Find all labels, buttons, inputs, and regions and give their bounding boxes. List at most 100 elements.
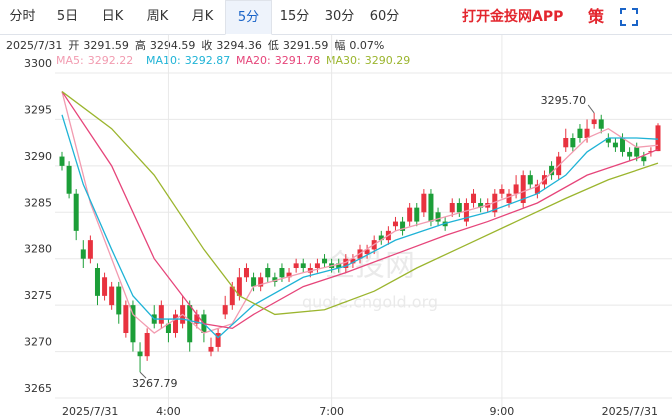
legend-name: MA30:: [326, 54, 361, 67]
candle-body: [229, 286, 235, 306]
tab[interactable]: 日K: [101, 9, 124, 24]
candle-body: [378, 235, 384, 241]
candle-body: [364, 249, 370, 255]
candle-body: [350, 258, 356, 264]
info-item: 3294.59: [150, 39, 196, 52]
legend-name: MA10:: [146, 54, 181, 67]
candle-body: [251, 277, 257, 287]
candle-body: [123, 305, 129, 333]
min-pointer: [139, 371, 147, 379]
legend-value: 3292.22: [88, 54, 134, 67]
candle-body: [336, 263, 342, 268]
legend-value: 3290.29: [365, 54, 411, 67]
info-item: 0.07%: [349, 39, 384, 52]
candle-body: [158, 305, 164, 324]
tab[interactable]: 周K: [146, 9, 169, 24]
candle-body: [428, 193, 434, 222]
info-item: 低: [268, 39, 279, 52]
y-tick-label: 3280: [24, 243, 52, 256]
candle-body: [116, 286, 122, 315]
candle-body: [243, 268, 249, 278]
tab[interactable]: 5日: [56, 9, 79, 24]
candle-body: [80, 249, 86, 259]
candle-body: [215, 333, 221, 347]
candle-body: [407, 207, 413, 222]
candle-body: [648, 151, 654, 153]
legend-entry: MA30: 3290.29: [326, 54, 410, 67]
info-item: 3291.59: [283, 39, 329, 52]
ma-line: [61, 91, 659, 316]
candle-body: [187, 305, 193, 343]
candle-body: [620, 138, 626, 152]
x-tick-label: 2025/7/31: [602, 405, 658, 418]
y-tick-label: 3285: [24, 196, 52, 209]
candle-body: [279, 268, 285, 278]
tab[interactable]: 5分: [225, 0, 272, 35]
candle-body: [655, 125, 661, 152]
tab[interactable]: 30分: [324, 9, 355, 24]
info-item: 3291.59: [83, 39, 129, 52]
info-item: 开: [68, 39, 79, 52]
candle-body: [272, 277, 278, 282]
y-tick-label: 3275: [24, 289, 52, 302]
y-tick-label: 3300: [24, 57, 52, 70]
candle-body: [471, 193, 477, 203]
legend-value: 3291.78: [275, 54, 321, 67]
candle-body: [634, 147, 640, 157]
tab[interactable]: 15分: [279, 9, 310, 24]
candle-body: [584, 128, 590, 138]
candle-body: [414, 207, 420, 222]
legend-name: MA5:: [56, 54, 84, 67]
candle-body: [130, 305, 136, 343]
info-item: 收: [201, 38, 212, 52]
candle-body: [265, 268, 271, 278]
legend-value: 3292.87: [185, 54, 231, 67]
candle-body: [421, 193, 427, 213]
candle-body: [59, 156, 65, 166]
tab[interactable]: 月K: [191, 9, 214, 24]
tab[interactable]: 分时: [9, 9, 36, 24]
candle-body: [236, 277, 242, 296]
legend-entry: MA10: 3292.87: [146, 54, 230, 67]
candle-body: [520, 175, 526, 203]
candle-body: [400, 221, 406, 231]
candle-body: [144, 333, 150, 357]
tab[interactable]: 60分: [369, 9, 400, 24]
candle-body: [258, 277, 264, 287]
info-item: 幅: [334, 39, 345, 52]
candle-body: [534, 184, 540, 194]
x-tick-label: 4:00: [156, 405, 181, 418]
candle-body: [449, 203, 455, 213]
ma-line: [61, 91, 659, 334]
candle-body: [641, 156, 647, 162]
info-item: 高: [135, 38, 146, 52]
y-tick-label: 3290: [24, 150, 52, 163]
candle-body: [286, 272, 292, 278]
candle-body: [612, 142, 618, 148]
strategy-button[interactable]: 策: [588, 7, 605, 26]
candle-body: [343, 258, 349, 268]
candle-body: [194, 314, 200, 324]
x-tick-label: 2025/7/31: [62, 405, 118, 418]
candle-body: [94, 268, 100, 296]
x-tick-label: 7:00: [319, 405, 344, 418]
watermark: quote.cngold.org: [302, 293, 438, 312]
candle-body: [173, 314, 179, 333]
legend-name: MA20:: [236, 54, 271, 67]
max-pointer: [587, 104, 595, 114]
legend-entry: MA5: 3292.22: [56, 54, 133, 67]
candle-body: [570, 138, 576, 148]
candle-body: [137, 351, 143, 357]
candle-body: [598, 119, 604, 129]
legend-entry: MA20: 3291.78: [236, 54, 320, 67]
x-tick-label: 9:00: [490, 405, 515, 418]
tab-bar: 分时 5日 日K 周K 月K 5分 15分 30分 60分: [0, 0, 672, 35]
app-link[interactable]: 打开金投网APP: [462, 9, 564, 25]
fullscreen-icon[interactable]: [620, 8, 638, 26]
candle-body: [208, 346, 214, 352]
candle-body: [165, 323, 171, 333]
candle-body: [222, 305, 228, 315]
ma-line: [61, 91, 659, 330]
candle-body: [513, 184, 519, 194]
candle-body: [322, 258, 328, 264]
